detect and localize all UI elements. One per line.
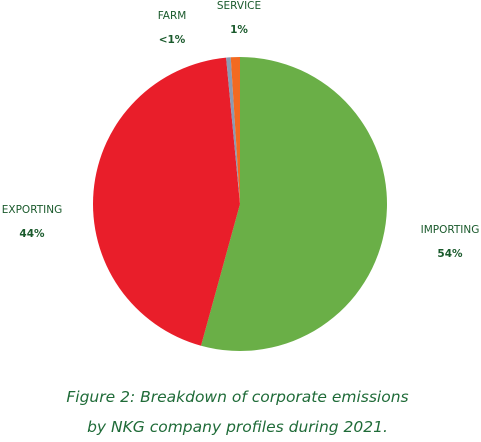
value-label: 1% xyxy=(230,24,248,36)
pie-slice xyxy=(230,57,240,204)
pie-slice xyxy=(92,57,240,346)
slice-label: EXPORTING xyxy=(2,204,62,216)
chart: IMPORTING 54% EXPORTING 44% FARM <1% SERVICE 1% xyxy=(2,0,480,351)
value-label: 54% xyxy=(437,248,463,260)
slice-label: IMPORTING xyxy=(421,224,480,236)
chart-title: Figure 2: Breakdown of corporate emissio… xyxy=(66,388,409,436)
slice-label: SERVICE xyxy=(217,0,261,12)
pie-slice xyxy=(201,57,387,351)
slice-label: FARM xyxy=(158,10,187,22)
value-label: 44% xyxy=(19,228,45,240)
pie-slice xyxy=(226,57,240,204)
value-label: <1% xyxy=(159,34,186,46)
